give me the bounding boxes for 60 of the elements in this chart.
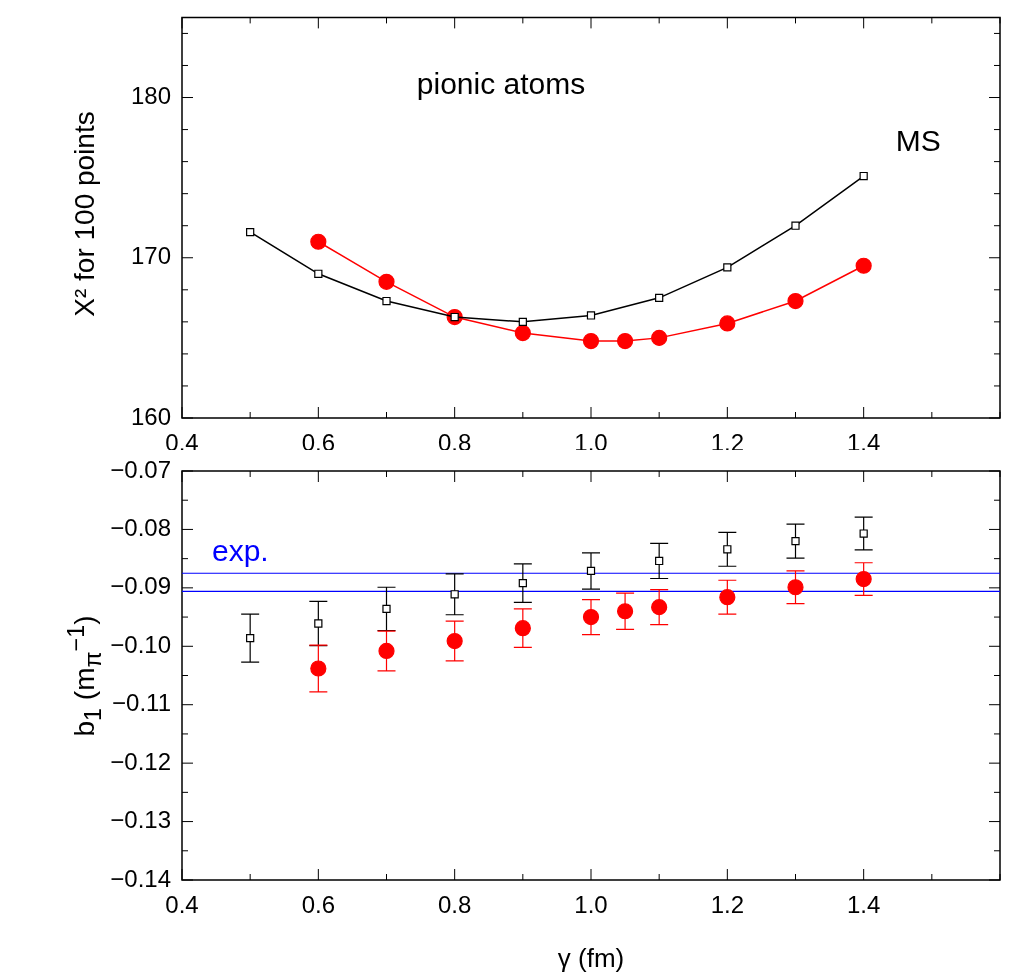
x-tick-label: 1.0 xyxy=(574,891,608,919)
y-tick-label: −0.12 xyxy=(110,747,171,775)
point xyxy=(514,324,531,342)
point xyxy=(246,227,255,237)
point xyxy=(586,566,596,576)
point xyxy=(246,633,255,643)
point xyxy=(787,579,804,596)
point xyxy=(859,529,868,538)
point xyxy=(855,570,872,588)
point xyxy=(378,273,395,290)
point xyxy=(582,608,600,626)
annotation: pionic atoms xyxy=(416,66,586,100)
point xyxy=(859,171,868,181)
y-tick-label: 180 xyxy=(130,82,171,110)
point xyxy=(518,579,527,588)
x-tick-label: 0.4 xyxy=(165,891,199,919)
x-tick-label: 0.6 xyxy=(301,891,336,919)
y-tick-label: −0.13 xyxy=(110,806,171,834)
x-axis-title: γ (fm) xyxy=(557,942,625,973)
y-tick-label: −0.10 xyxy=(110,630,171,658)
y-tick-label: −0.07 xyxy=(110,455,171,483)
point xyxy=(378,642,395,660)
y-axis-title: X² for 100 points xyxy=(69,111,101,317)
point xyxy=(855,257,872,274)
point xyxy=(651,329,668,346)
y-tick-label: −0.08 xyxy=(110,514,171,542)
y-tick-label: −0.14 xyxy=(110,864,171,892)
point xyxy=(791,536,800,546)
annotation: MS xyxy=(895,123,941,157)
point xyxy=(655,293,664,302)
y-tick-label: −0.11 xyxy=(112,689,171,717)
point xyxy=(616,603,634,620)
point xyxy=(719,589,736,606)
y-tick-label: 170 xyxy=(130,242,171,270)
x-tick-label: 1.2 xyxy=(710,891,745,919)
point xyxy=(787,292,804,310)
point xyxy=(616,332,634,350)
point xyxy=(514,620,531,637)
x-tick-label: 1.4 xyxy=(846,891,881,919)
point xyxy=(719,315,736,332)
point xyxy=(723,545,732,554)
y-tick-label: 160 xyxy=(130,402,171,430)
point xyxy=(382,604,391,614)
point xyxy=(446,632,463,650)
point xyxy=(586,311,596,320)
point xyxy=(450,590,459,599)
point xyxy=(314,619,323,628)
point xyxy=(582,332,600,350)
point xyxy=(651,599,668,616)
ref-line-label: exp. xyxy=(212,533,269,567)
point xyxy=(314,269,323,278)
point xyxy=(791,221,800,230)
point xyxy=(655,556,664,566)
point xyxy=(382,296,391,306)
point xyxy=(310,233,327,250)
point xyxy=(723,263,732,272)
point xyxy=(518,317,527,326)
x-tick-label: 0.8 xyxy=(437,891,472,919)
point xyxy=(310,660,327,677)
y-tick-label: −0.09 xyxy=(110,572,171,600)
